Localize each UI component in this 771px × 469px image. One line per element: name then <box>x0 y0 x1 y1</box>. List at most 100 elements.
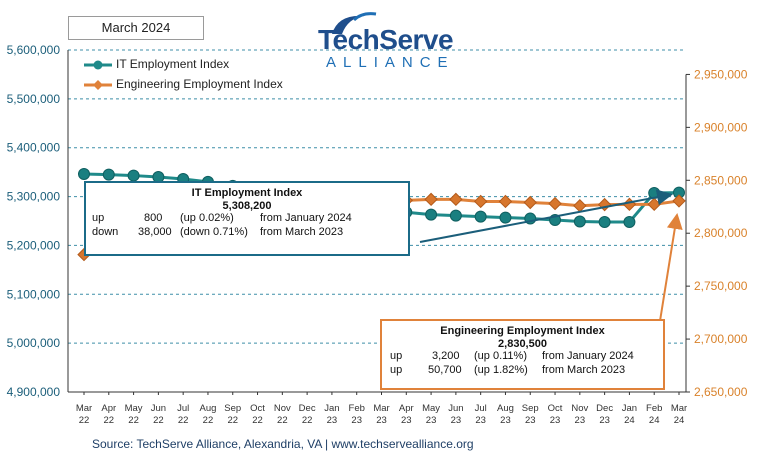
it-summary-row: down 38,000 (down 0.71%) from March 2023 <box>86 226 408 240</box>
it-row1-amount: 800 <box>144 212 163 224</box>
it-data-point <box>623 215 636 228</box>
x-tick-label: May 22 <box>125 403 143 426</box>
eng-data-point <box>597 197 612 212</box>
it-row2-from: from March 2023 <box>260 226 344 238</box>
x-tick-label: Jul 22 <box>177 403 189 426</box>
eng-summary-value: 2,830,500 <box>498 338 547 350</box>
it-summary-value: 5,308,200 <box>222 200 272 212</box>
eng-row1-pct: (up 0.11%) <box>474 350 527 362</box>
right-tick-label: 2,750,000 <box>694 279 748 293</box>
x-tick-label: Nov 22 <box>274 403 291 426</box>
left-tick-label: 5,600,000 <box>7 43 61 57</box>
it-data-point <box>78 167 90 180</box>
it-data-point <box>598 215 611 228</box>
x-tick-label: Oct 22 <box>250 403 265 426</box>
it-data-point <box>127 169 140 182</box>
x-tick-label: Feb 23 <box>349 403 365 426</box>
x-tick-label: Aug 22 <box>200 403 217 426</box>
x-tick-label: Dec 23 <box>596 403 613 426</box>
eng-data-point <box>424 192 438 207</box>
eng-data-point <box>548 196 562 211</box>
x-tick-label: Mar 24 <box>671 403 687 426</box>
it-data-point <box>474 210 487 223</box>
eng-row2-pct: (up 1.82%) <box>474 364 528 376</box>
x-tick-label: Oct 23 <box>548 403 563 426</box>
right-tick-label: 2,850,000 <box>694 173 748 187</box>
legend: IT Employment Index Engineering Employme… <box>84 56 304 96</box>
date-badge: March 2024 <box>68 16 204 40</box>
x-tick-label: Jun 22 <box>151 403 166 426</box>
left-tick-label: 5,400,000 <box>7 141 61 155</box>
legend-item-it: IT Employment Index <box>84 56 304 76</box>
eng-data-point <box>449 192 463 207</box>
eng-summary-title: Engineering Employment Index <box>440 325 605 337</box>
x-tick-label: Sep 22 <box>224 403 241 426</box>
eng-summary-row: up 50,700 (up 1.82%) from March 2023 <box>382 364 663 378</box>
logo-tech: Tech <box>318 24 380 55</box>
eng-data-point <box>672 194 686 208</box>
logo-wordmark: TechServe <box>318 24 454 56</box>
x-tick-label: Aug 23 <box>497 403 514 426</box>
left-tick-label: 5,100,000 <box>7 287 61 301</box>
x-tick-label: Dec 22 <box>299 403 316 426</box>
eng-callout-arrow <box>659 212 683 322</box>
it-row2-pct: (down 0.71%) <box>180 226 248 238</box>
it-row2-dir: down <box>92 226 119 238</box>
eng-row1-from: from January 2024 <box>542 350 634 362</box>
eng-data-point <box>473 194 488 209</box>
left-tick-label: 5,500,000 <box>7 92 61 106</box>
it-series-swatch-icon <box>84 60 112 70</box>
x-tick-label: Apr 22 <box>101 403 116 426</box>
it-data-point <box>102 168 115 181</box>
it-data-point <box>499 211 512 224</box>
eng-row2-dir: up <box>390 364 403 376</box>
x-tick-label: Jul 23 <box>475 403 487 426</box>
eng-row2-from: from March 2023 <box>542 364 626 376</box>
logo-subtitle: ALLIANCE <box>326 54 455 71</box>
it-data-point <box>573 215 586 228</box>
x-tick-label: Mar 22 <box>76 403 92 426</box>
eng-data-point <box>622 197 637 212</box>
left-tick-label: 5,300,000 <box>7 190 61 204</box>
it-summary-box: IT Employment Index 5,308,200 up 800 (up… <box>84 181 410 256</box>
it-row1-pct: (up 0.02%) <box>180 212 234 224</box>
it-callout-arrow <box>419 189 673 243</box>
techserve-logo: TechServe ALLIANCE <box>318 8 478 71</box>
right-tick-label: 2,900,000 <box>694 120 748 134</box>
x-tick-label: May 23 <box>422 403 440 426</box>
legend-item-eng: Engineering Employment Index <box>84 76 304 96</box>
left-tick-label: 5,200,000 <box>7 238 61 252</box>
x-tick-label: Nov 23 <box>571 403 588 426</box>
logo-swoosh-icon <box>332 12 377 34</box>
left-tick-label: 4,900,000 <box>7 385 61 399</box>
eng-summary-row: up 3,200 (up 0.11%) from January 2024 <box>382 350 663 364</box>
eng-row1-dir: up <box>390 350 403 362</box>
x-tick-label: Sep 23 <box>522 403 539 426</box>
eng-data-point <box>523 195 537 210</box>
right-tick-label: 2,800,000 <box>694 226 748 240</box>
left-tick-label: 5,000,000 <box>7 336 61 350</box>
eng-summary-box: Engineering Employment Index 2,830,500 u… <box>380 319 665 390</box>
it-row1-dir: up <box>92 212 105 224</box>
eng-row2-amount: 50,700 <box>428 364 462 376</box>
x-tick-label: Apr 23 <box>399 403 414 426</box>
it-summary-title: IT Employment Index <box>191 187 303 199</box>
x-tick-label: Feb 24 <box>646 403 662 426</box>
source-note: Source: TechServe Alliance, Alexandria, … <box>92 437 474 451</box>
legend-label-it: IT Employment Index <box>116 57 230 71</box>
x-tick-label: Jan 23 <box>324 403 339 426</box>
legend-label-eng: Engineering Employment Index <box>116 77 283 91</box>
right-tick-label: 2,950,000 <box>694 67 748 81</box>
x-tick-label: Jan 24 <box>622 403 637 426</box>
logo-serve: Serve <box>379 24 454 55</box>
it-row2-amount: 38,000 <box>138 226 172 238</box>
eng-data-point <box>573 198 587 213</box>
x-tick-label: Jun 23 <box>448 403 463 426</box>
eng-series-swatch-icon <box>84 80 112 90</box>
right-tick-label: 2,650,000 <box>694 385 748 399</box>
x-tick-label: Mar 23 <box>373 403 389 426</box>
right-tick-label: 2,700,000 <box>694 332 748 346</box>
eng-row1-amount: 3,200 <box>432 350 460 362</box>
it-data-point <box>425 208 438 221</box>
